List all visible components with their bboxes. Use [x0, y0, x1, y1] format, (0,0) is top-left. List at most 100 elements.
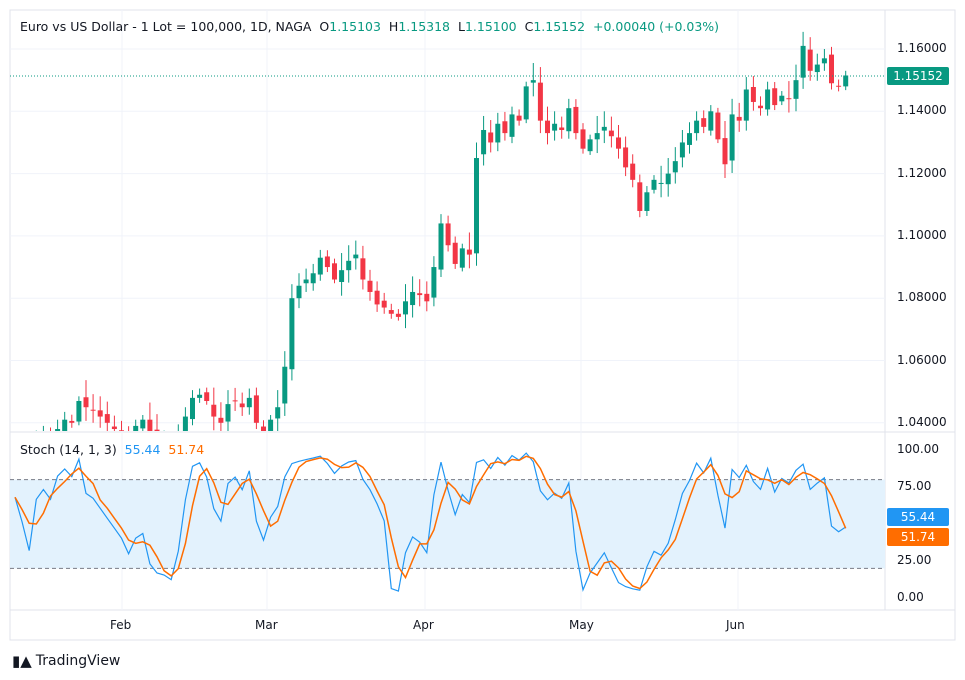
time-axis-label: Apr — [413, 618, 434, 632]
stoch-k-value: 55.44 — [124, 442, 161, 457]
candle-body — [367, 280, 373, 292]
candle-body — [97, 410, 103, 417]
stoch-title: Stoch (14, 1, 3) — [20, 442, 117, 457]
candle-body — [275, 407, 281, 419]
candle-body — [310, 273, 316, 284]
stoch-k-tag: 55.44 — [887, 508, 949, 526]
candle-body — [679, 142, 685, 158]
stoch-axis-label: 100.00 — [897, 442, 939, 456]
candle-body — [580, 129, 586, 149]
candle-body — [410, 291, 416, 306]
price-axis-label: 1.16000 — [897, 41, 947, 55]
stoch-axis-label: 0.00 — [897, 590, 924, 604]
candle-body — [836, 85, 842, 87]
chart-frame — [9, 9, 956, 641]
candle-body — [758, 105, 763, 109]
candle-body — [530, 80, 536, 83]
candle-body — [658, 182, 664, 184]
time-axis-label: Feb — [110, 618, 132, 632]
candle-body — [261, 426, 266, 431]
stoch-axis-label: 75.00 — [897, 479, 932, 493]
candle-body — [90, 409, 96, 411]
candle-body — [289, 298, 295, 370]
candle-body — [83, 397, 89, 408]
candle-body — [438, 223, 444, 270]
open-value: 1.15103 — [329, 19, 381, 34]
candle-body — [190, 397, 195, 420]
stoch-legend[interactable]: Stoch (14, 1, 3) 55.44 51.74 — [20, 442, 204, 457]
candle-body — [594, 133, 600, 140]
candle-body — [282, 366, 288, 404]
candle-body — [133, 425, 139, 431]
candle-body — [651, 179, 657, 190]
candle-body — [687, 133, 692, 145]
candle-body — [445, 223, 451, 246]
price-axis-label: 1.14000 — [897, 103, 947, 118]
candle-body — [360, 258, 366, 280]
candle-body — [665, 173, 671, 185]
close-value: 1.15152 — [533, 19, 586, 34]
candle-body — [502, 121, 508, 134]
candle-body — [211, 404, 217, 417]
candle-body — [154, 429, 160, 431]
candle-body — [126, 434, 131, 441]
low-value: 1.15100 — [464, 19, 517, 34]
candle-body — [495, 123, 501, 143]
candle-body — [644, 192, 650, 211]
candle-body — [303, 279, 309, 284]
stoch-k-line — [14, 452, 847, 592]
candle-body — [218, 417, 224, 423]
stoch-d-tag: 51.74 — [887, 528, 949, 546]
candle-body — [708, 111, 714, 131]
candle-body — [403, 301, 408, 315]
candle-body — [225, 404, 231, 422]
candle-body — [552, 123, 558, 131]
candle-body — [55, 429, 61, 431]
candle-body — [559, 127, 565, 130]
candle-body — [69, 420, 75, 423]
stoch-d-value: 51.74 — [168, 442, 205, 457]
candle-body — [743, 89, 749, 121]
candle-body — [424, 293, 430, 302]
candle-body — [76, 400, 82, 422]
candle-body — [829, 54, 834, 84]
price-axis-label: 1.08000 — [897, 290, 947, 305]
candle-body — [701, 118, 707, 127]
candle-body — [509, 114, 515, 137]
candle-body — [374, 290, 380, 305]
candle-body — [488, 132, 494, 143]
candle-body — [452, 242, 458, 264]
candle-body — [296, 285, 302, 299]
price-axis-label: 1.06000 — [897, 352, 947, 367]
candle-body — [616, 137, 621, 149]
candle-body — [388, 310, 394, 314]
candle-body — [481, 129, 487, 155]
time-axis-label: May — [569, 618, 594, 632]
candle-body — [13, 454, 18, 460]
symbol-title: Euro vs US Dollar - 1 Lot = 100,000, 1D,… — [20, 19, 312, 34]
candle-body — [608, 130, 614, 137]
candle-body — [537, 82, 543, 121]
tradingview-logo[interactable]: ▮▲ TradingView — [12, 652, 121, 670]
candle-body — [197, 394, 203, 398]
candle-body — [637, 182, 643, 211]
candle-body — [765, 89, 771, 110]
candle-body — [474, 158, 479, 254]
tradingview-logo-icon: ▮▲ — [12, 652, 32, 670]
candle-body — [516, 115, 522, 121]
candle-body — [381, 300, 387, 308]
candle-body — [104, 414, 110, 423]
candle-body — [630, 163, 636, 180]
candle-body — [807, 49, 813, 71]
time-axis-label: Jun — [726, 618, 745, 632]
candle-body — [232, 400, 238, 402]
stoch-d-line — [14, 455, 847, 590]
candle-body — [800, 45, 806, 78]
candle-body — [715, 112, 721, 140]
candle-body — [466, 249, 472, 255]
candle-body — [672, 161, 678, 173]
candle-body — [339, 270, 345, 283]
candle-body — [395, 313, 401, 317]
price-axis-label: 1.10000 — [897, 227, 947, 242]
